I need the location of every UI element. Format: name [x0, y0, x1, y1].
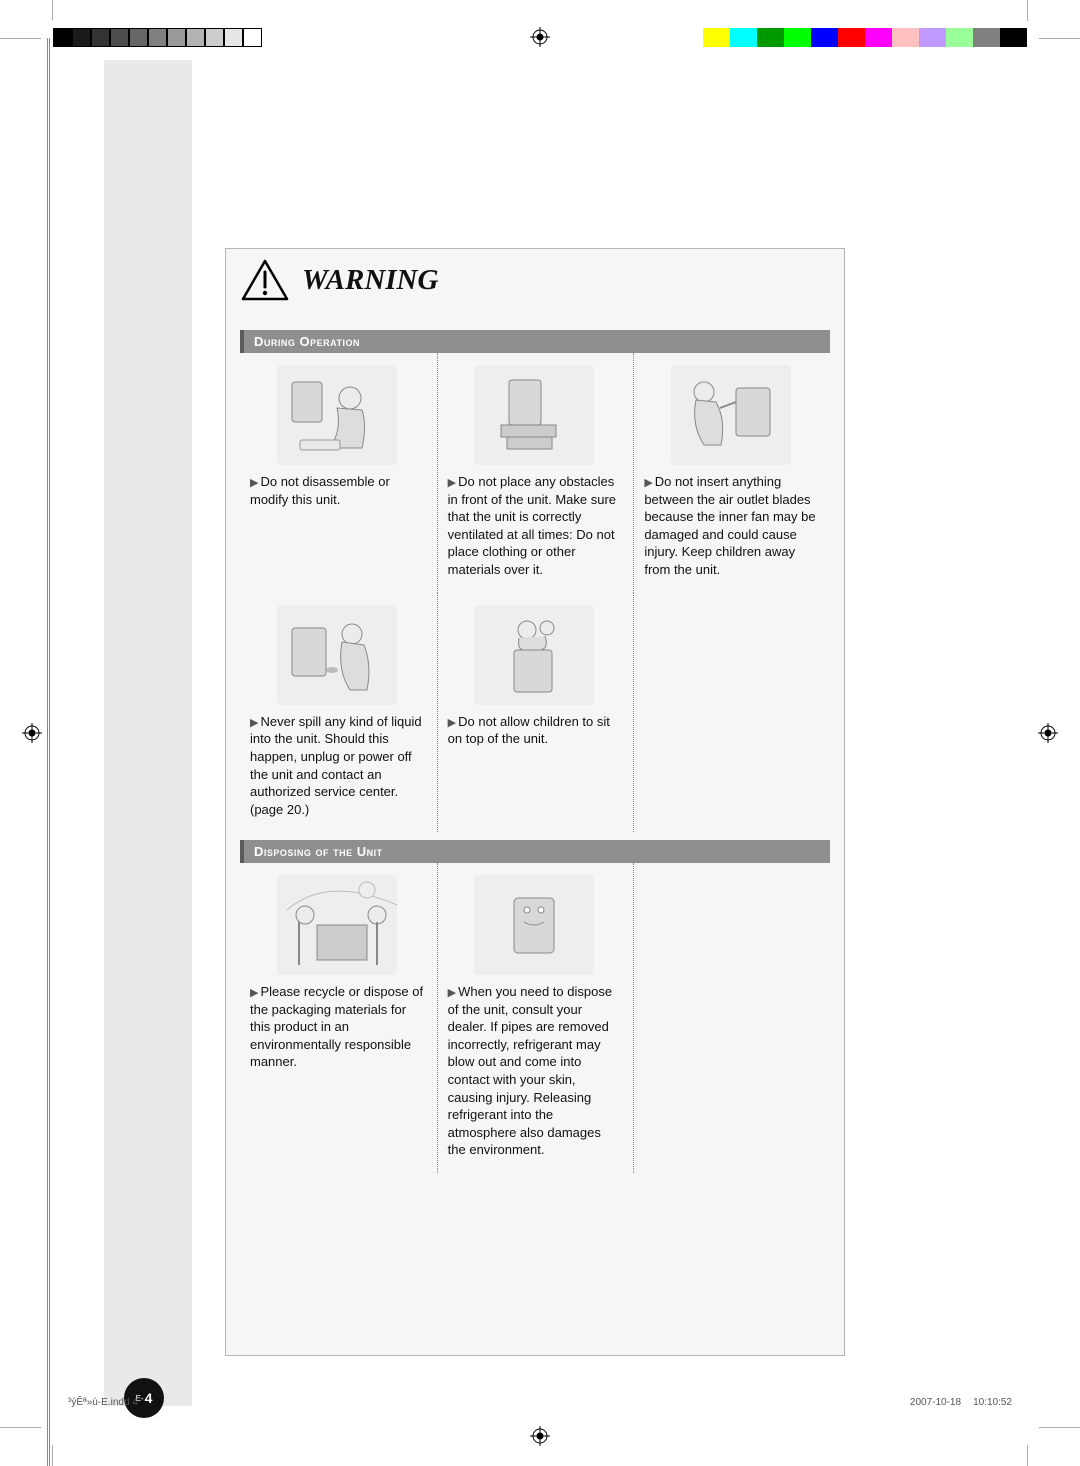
- illustration-recycle: [277, 875, 397, 975]
- caption: ▶When you need to dispose of the unit, c…: [448, 983, 622, 1159]
- warning-item-empty: [633, 593, 830, 833]
- registration-mark-icon: [22, 723, 42, 743]
- warning-item: ▶Do not allow children to sit on top of …: [437, 593, 634, 833]
- caption: ▶Do not allow children to sit on top of …: [448, 713, 622, 748]
- section-disposing: Disposing of the Unit ▶Please recycle or…: [240, 840, 830, 1173]
- registration-bar: [53, 26, 1027, 48]
- illustration-liquid: [277, 605, 397, 705]
- registration-mark-icon: [530, 27, 550, 47]
- warning-item: ▶Never spill any kind of liquid into the…: [240, 593, 437, 833]
- registration-mark-icon: [530, 1426, 550, 1446]
- illustration-insert: [671, 365, 791, 465]
- warning-triangle-icon: [240, 258, 290, 302]
- illustration-sit: [474, 605, 594, 705]
- tramline: [47, 38, 50, 1466]
- warning-item: ▶Do not place any obstacles in front of …: [437, 353, 634, 593]
- warning-item-empty: [633, 863, 830, 1173]
- illustration-obstacles: [474, 365, 594, 465]
- warning-title: WARNING: [302, 264, 438, 297]
- grayscale-steps: [53, 28, 262, 47]
- caption: ▶Do not insert anything between the air …: [644, 473, 818, 579]
- warning-item: ▶When you need to dispose of the unit, c…: [437, 863, 634, 1173]
- section-during-operation: During Operation ▶Do not disassemble or …: [240, 330, 830, 832]
- color-bar: [676, 28, 1027, 47]
- section-title: During Operation: [240, 330, 830, 353]
- caption: ▶Never spill any kind of liquid into the…: [250, 713, 425, 819]
- caption: ▶Do not disassemble or modify this unit.: [250, 473, 425, 508]
- warning-item: ▶Do not insert anything between the air …: [633, 353, 830, 593]
- registration-mark-icon: [1038, 723, 1058, 743]
- warning-item: ▶Do not disassemble or modify this unit.: [240, 353, 437, 593]
- caption: ▶Do not place any obstacles in front of …: [448, 473, 622, 579]
- section-title: Disposing of the Unit: [240, 840, 830, 863]
- illustration-dispose: [474, 875, 594, 975]
- warning-item: ▶Please recycle or dispose of the packag…: [240, 863, 437, 1173]
- illustration-disassemble: [277, 365, 397, 465]
- side-band: [104, 60, 192, 1406]
- footer-timestamp: 2007-10-18 10:10:52: [910, 1397, 1012, 1408]
- footer-filename: ³ýÊª»ú-E.indd 4: [68, 1397, 138, 1408]
- warning-heading: WARNING: [240, 258, 438, 302]
- caption: ▶Please recycle or dispose of the packag…: [250, 983, 425, 1071]
